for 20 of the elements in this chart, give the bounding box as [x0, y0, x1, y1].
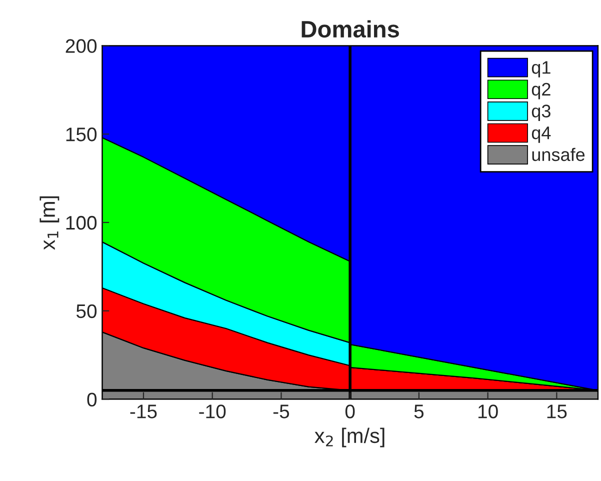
- legend-label: unsafe: [532, 148, 585, 162]
- legend-label: q2: [532, 82, 550, 100]
- chart-title: Domains: [302, 20, 399, 38]
- x-tick-label: -15: [130, 404, 157, 418]
- x-tick-label: 0: [345, 404, 355, 418]
- y-tick-label: 100: [66, 216, 97, 230]
- x-tick-label: 15: [547, 404, 567, 418]
- y-tick-label: 0: [87, 392, 97, 406]
- legend-label: q1: [532, 61, 550, 78]
- legend-label: q4: [532, 126, 551, 143]
- x-tick-label: 10: [478, 404, 498, 418]
- x-tick-label: 5: [414, 404, 424, 418]
- y-tick-label: 150: [66, 128, 97, 142]
- legend-label: q3: [532, 104, 550, 122]
- x-axis-title: x$_{2}$ [m/s]: [314, 428, 384, 448]
- y-tick-label: 200: [66, 39, 97, 53]
- x-tick-label: -10: [199, 404, 226, 418]
- y-tick-label: 50: [76, 304, 97, 318]
- y-axis-title: x$_{1}$ [m]: [40, 196, 60, 250]
- x-tick-label: -5: [273, 404, 290, 418]
